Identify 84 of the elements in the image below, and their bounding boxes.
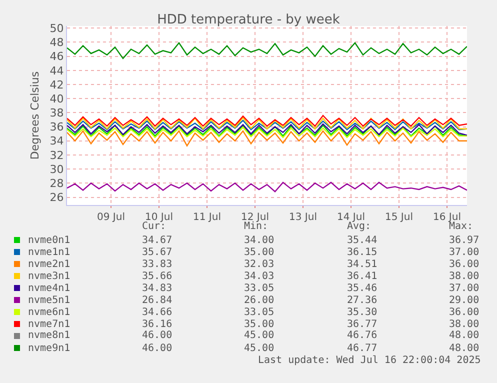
y-tick-label: 42 xyxy=(50,78,64,92)
text: 35.44 xyxy=(347,235,378,246)
text: 37.00 xyxy=(449,247,480,258)
x-tick-label: 13 Jul xyxy=(289,212,317,223)
legend-label: nvme0n1 xyxy=(28,235,70,246)
legend-label: nvme3n1 xyxy=(28,271,70,282)
y-tick-label: 36 xyxy=(50,120,64,134)
text: 45.00 xyxy=(244,330,274,341)
y-tick-label: 34 xyxy=(50,134,64,148)
text: 27.36 xyxy=(347,295,378,306)
y-tick-label: 40 xyxy=(50,92,64,106)
line-series xyxy=(67,42,467,60)
text: Max: xyxy=(449,221,474,232)
legend-label: nvme8n1 xyxy=(28,330,70,341)
text: 46.76 xyxy=(347,330,378,341)
text: Avg: xyxy=(347,221,372,232)
legend-label: nvme5n1 xyxy=(28,295,70,306)
text: 35.67 xyxy=(142,247,172,258)
x-tick-label: 14 Jul xyxy=(337,212,365,223)
text: 46.77 xyxy=(347,343,378,354)
text: 35.46 xyxy=(347,283,378,294)
x-tick-label: 11 Jul xyxy=(193,212,221,223)
chart-title: HDD temperature - by week xyxy=(157,12,340,28)
y-tick-label: 26 xyxy=(50,191,64,204)
text: Cur: xyxy=(142,221,166,232)
text: 36.16 xyxy=(142,319,172,330)
text: 34.66 xyxy=(142,307,172,318)
y-tick-label: 28 xyxy=(50,177,64,190)
text: 46.00 xyxy=(142,343,172,354)
text: 36.97 xyxy=(449,235,480,246)
text: 33.83 xyxy=(142,259,172,270)
legend-label: nvme7n1 xyxy=(28,319,70,330)
y-tick-label: 46 xyxy=(50,50,64,64)
y-tick-label: 50 xyxy=(50,22,64,35)
legend-label: nvme9n1 xyxy=(28,343,70,354)
line-series xyxy=(67,114,467,127)
text: 37.00 xyxy=(449,283,480,294)
legend-label: nvme2n1 xyxy=(28,259,70,270)
line-series xyxy=(67,120,467,130)
text: Last update: Wed Jul 16 22:00:04 2025 xyxy=(258,355,481,366)
text: 33.05 xyxy=(244,307,274,318)
legend-label: nvme4n1 xyxy=(28,283,70,294)
text: 36.00 xyxy=(449,259,480,270)
x-tick-label: 10 Jul xyxy=(145,212,173,223)
text: 26.84 xyxy=(142,295,172,306)
text: 36.41 xyxy=(347,271,378,282)
text: 36.77 xyxy=(347,319,378,330)
y-tick-label: 38 xyxy=(50,106,64,120)
text: 36.15 xyxy=(347,247,378,258)
text: 45.00 xyxy=(244,343,274,354)
text: Min: xyxy=(244,221,268,232)
y-tick-label: 44 xyxy=(50,64,64,78)
y-tick-label: 32 xyxy=(50,148,64,162)
line-series xyxy=(67,117,467,130)
text: 29.00 xyxy=(449,295,480,306)
text: 48.00 xyxy=(449,343,480,354)
text: 46.00 xyxy=(142,330,172,341)
line-series xyxy=(67,130,467,146)
text: 35.30 xyxy=(347,307,378,318)
text: 38.00 xyxy=(449,319,480,330)
text: 34.67 xyxy=(142,235,172,246)
x-tick-label: 09 Jul xyxy=(97,212,125,223)
text: 33.05 xyxy=(244,283,274,294)
text: 35.66 xyxy=(142,271,172,282)
line-series xyxy=(67,182,467,192)
x-tick-label: 16 Jul xyxy=(433,212,461,223)
x-tick-label: 12 Jul xyxy=(241,212,269,223)
legend-label: nvme1n1 xyxy=(28,247,70,258)
y-tick-label: 48 xyxy=(50,36,64,50)
text: 34.51 xyxy=(347,259,378,270)
text: 26.00 xyxy=(244,295,274,306)
legend-label: nvme6n1 xyxy=(28,307,70,318)
x-tick-label: 15 Jul xyxy=(385,212,413,223)
text: 34.03 xyxy=(244,271,274,282)
text: 38.00 xyxy=(449,271,480,282)
text: 35.00 xyxy=(244,319,274,330)
text: 34.00 xyxy=(244,235,274,246)
text: 32.03 xyxy=(244,259,274,270)
text: 48.00 xyxy=(449,330,480,341)
text: 36.00 xyxy=(449,307,480,318)
y-tick-label: 30 xyxy=(50,162,64,176)
text: 35.00 xyxy=(244,247,274,258)
text: 34.83 xyxy=(142,283,172,294)
y-axis-title: Degrees Celsius xyxy=(28,71,42,160)
